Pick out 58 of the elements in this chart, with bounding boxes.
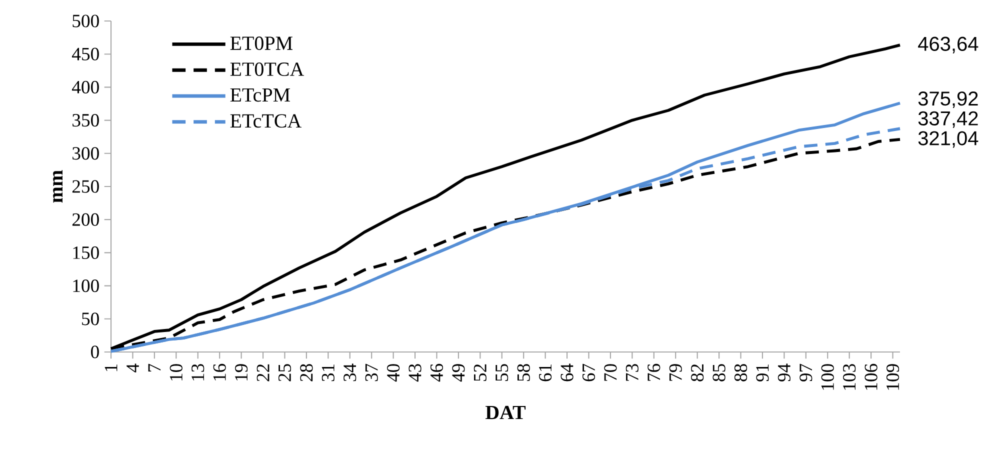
- legend-label: ET0TCA: [230, 62, 304, 76]
- data-label: 337,42: [918, 111, 978, 128]
- legend-label: ETcPM: [230, 88, 290, 102]
- y-tick-label: 350: [72, 114, 99, 127]
- x-tick-label: 58: [517, 364, 530, 381]
- x-tick-label: 100: [821, 364, 834, 390]
- x-tick-label: 52: [474, 364, 486, 381]
- x-tick-label: 109: [886, 364, 900, 390]
- x-tick-label: 19: [235, 364, 248, 380]
- x-tick-label: 64: [560, 364, 574, 382]
- x-tick-label: 97: [800, 364, 812, 382]
- y-tick-label: 100: [73, 279, 99, 292]
- legend-label: ET0PM: [230, 36, 293, 50]
- x-tick-label: 34: [344, 364, 356, 382]
- x-tick-label: 22: [256, 364, 270, 382]
- x-tick-label: 16: [213, 364, 226, 380]
- data-label: 375,92: [918, 91, 978, 108]
- x-tick-label: 70: [604, 364, 617, 381]
- x-tick-label: 103: [843, 364, 856, 390]
- y-tick-label: 150: [73, 246, 99, 259]
- y-tick-label: 200: [72, 213, 99, 226]
- x-tick-label: 46: [430, 364, 444, 382]
- y-tick-label: 250: [72, 180, 99, 193]
- x-tick-label: 43: [408, 364, 422, 382]
- y-tick-label: 300: [72, 147, 99, 160]
- y-tick-label: 400: [72, 80, 99, 94]
- x-axis-title: DAT: [485, 406, 526, 420]
- x-tick-label: 73: [626, 364, 638, 381]
- x-tick-label: 10: [170, 364, 182, 380]
- x-tick-label: 13: [192, 364, 204, 380]
- x-tick-label: 1: [104, 364, 118, 372]
- x-tick-label: 106: [864, 364, 878, 390]
- x-tick-label: 82: [691, 364, 704, 382]
- x-tick-label: 76: [648, 364, 660, 381]
- x-tick-label: 79: [669, 364, 682, 381]
- data-label: 321,04: [918, 131, 978, 148]
- y-tick-label: 500: [72, 14, 99, 28]
- y-tick-label: 450: [72, 48, 99, 60]
- x-tick-label: 91: [756, 364, 769, 382]
- data-label: 463,64: [918, 36, 978, 54]
- y-tick-label: 0: [91, 346, 99, 358]
- x-tick-label: 61: [539, 364, 552, 382]
- x-tick-label: 55: [496, 364, 508, 381]
- x-tick-label: 25: [278, 364, 292, 382]
- x-tick-label: 49: [452, 364, 465, 382]
- x-tick-label: 67: [582, 364, 596, 382]
- x-tick-label: 94: [778, 364, 790, 382]
- x-tick-label: 88: [734, 364, 748, 382]
- y-axis-title: mm: [53, 170, 62, 203]
- x-tick-label: 28: [300, 364, 313, 382]
- y-tick-label: 50: [82, 312, 99, 326]
- legend-label: ETcTCA: [230, 114, 302, 128]
- x-tick-label: 40: [387, 364, 400, 382]
- x-tick-label: 4: [126, 364, 139, 372]
- x-tick-label: 7: [148, 364, 161, 372]
- x-tick-label: 85: [712, 364, 726, 382]
- x-tick-label: 31: [322, 364, 334, 382]
- x-tick-label: 37: [365, 364, 378, 382]
